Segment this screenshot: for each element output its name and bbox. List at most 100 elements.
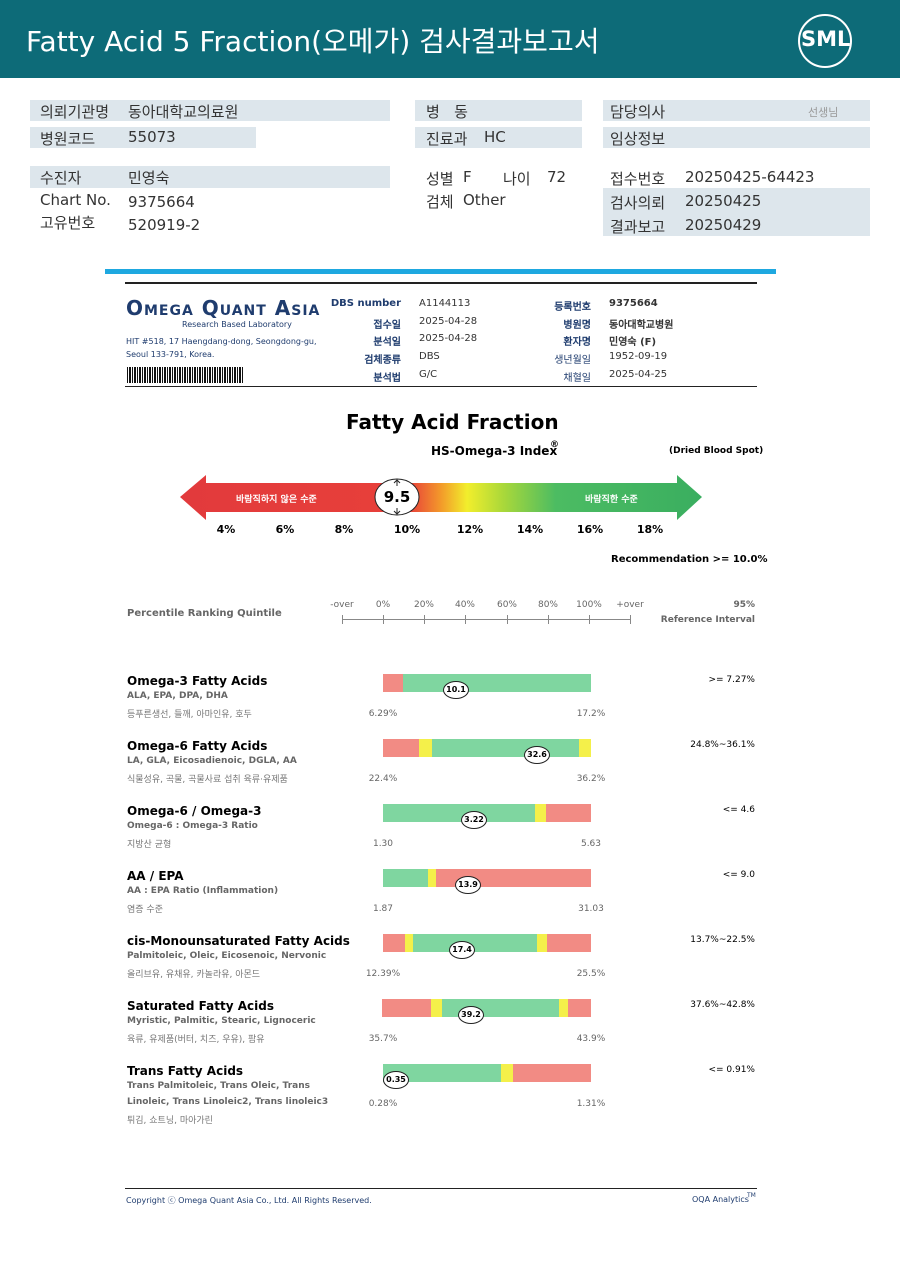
footer-tm: TM bbox=[747, 1192, 756, 1199]
range-min: 12.39% bbox=[365, 969, 401, 979]
bar bbox=[383, 1064, 591, 1082]
row-subtitle: ALA, EPA, DPA, DHA bbox=[127, 691, 228, 701]
row-note: 식물성유, 곡물, 곡물사료 섭취 육류·유제품 bbox=[127, 775, 288, 785]
label: 검사의뢰 bbox=[610, 194, 666, 212]
range-min: 1.30 bbox=[372, 839, 394, 849]
suffix: 선생님 bbox=[808, 106, 839, 119]
value: 20250425 bbox=[685, 192, 762, 210]
bar-segment bbox=[383, 804, 535, 822]
field-label: 등록번호 bbox=[554, 302, 591, 313]
range-min: 0.28% bbox=[368, 1099, 398, 1109]
marker: 39.2 bbox=[458, 1006, 484, 1024]
low-label: 바람직하지 않은 수준 bbox=[236, 495, 317, 505]
reference: <= 9.0 bbox=[722, 870, 755, 880]
bar-segment bbox=[513, 1064, 591, 1082]
footer-brand: OQA Analytics bbox=[692, 1195, 749, 1204]
row-note: 올리브유, 유채유, 카놀라유, 아몬드 bbox=[127, 970, 261, 980]
bar-segment bbox=[413, 934, 537, 952]
value-arrows bbox=[393, 479, 401, 515]
bar bbox=[383, 934, 591, 952]
bar bbox=[383, 739, 591, 757]
divider bbox=[125, 282, 757, 284]
label: 결과보고 bbox=[610, 218, 666, 236]
row-subtitle: Palmitoleic, Oleic, Eicosenoic, Nervonic bbox=[127, 951, 327, 961]
bar-segment bbox=[501, 1064, 513, 1082]
label: 고유번호 bbox=[40, 214, 96, 232]
logo: SML bbox=[801, 27, 851, 51]
field-label: 접수일 bbox=[373, 320, 401, 331]
bar-segment bbox=[382, 999, 431, 1017]
scale-tick bbox=[465, 615, 466, 624]
row-name: Saturated Fatty Acids bbox=[127, 999, 274, 1013]
index-value: 9.5 bbox=[383, 488, 411, 506]
row-note: 등푸른생선, 들깨, 아마인유, 호두 bbox=[127, 710, 252, 720]
scale-arrow bbox=[180, 475, 702, 520]
recommendation: Recommendation >= 10.0% bbox=[611, 554, 768, 565]
box bbox=[603, 100, 870, 121]
label: 임상정보 bbox=[610, 130, 666, 148]
label: 검체 bbox=[426, 193, 454, 211]
value: F bbox=[463, 168, 472, 186]
field-value: 동아대학교병원 bbox=[609, 320, 674, 331]
label: 나이 bbox=[503, 170, 531, 188]
scale-label: 60% bbox=[496, 600, 517, 610]
marker: 32.6 bbox=[524, 746, 550, 764]
field-label: 채혈일 bbox=[563, 373, 591, 384]
bar bbox=[383, 804, 591, 822]
field-value: 민영숙 (F) bbox=[609, 337, 657, 348]
scale-tick bbox=[383, 615, 384, 624]
scale-tick bbox=[342, 615, 343, 624]
reference: <= 4.6 bbox=[722, 805, 755, 815]
bar-segment bbox=[537, 934, 547, 952]
interval-label: 95% bbox=[733, 600, 755, 610]
value: 72 bbox=[547, 168, 567, 186]
row-note: 염증 수준 bbox=[127, 905, 163, 915]
scale-line bbox=[342, 619, 631, 620]
row-note: 육류, 유제품(버터, 치즈, 우유), 팜유 bbox=[127, 1035, 265, 1045]
lab-tagline: Research Based Laboratory bbox=[182, 320, 292, 329]
value: HC bbox=[484, 128, 506, 146]
box bbox=[415, 127, 582, 148]
reference: 37.6%~42.8% bbox=[690, 1000, 755, 1010]
range-max: 5.63 bbox=[580, 839, 602, 849]
box bbox=[603, 188, 870, 236]
bar-segment bbox=[559, 999, 568, 1017]
value: Other bbox=[463, 191, 506, 209]
range-min: 6.29% bbox=[368, 709, 398, 719]
marker: 10.1 bbox=[443, 681, 469, 699]
row-subtitle: Linoleic, Trans Linoleic2, Trans linolei… bbox=[127, 1097, 329, 1107]
row-subtitle: Omega-6 : Omega-3 Ratio bbox=[127, 821, 258, 831]
address: HIT #518, 17 Haengdang-dong, Seongdong-g… bbox=[126, 337, 317, 346]
range-max: 31.03 bbox=[578, 904, 604, 914]
index-title: Fatty Acid Fraction bbox=[346, 410, 559, 434]
field-label: 환자명 bbox=[563, 337, 591, 348]
tick-label: 12% bbox=[456, 523, 484, 536]
bar-segment bbox=[428, 869, 436, 887]
field-value: 1952-09-19 bbox=[609, 351, 668, 362]
bar-segment bbox=[383, 869, 428, 887]
scale-tick bbox=[507, 615, 508, 624]
label: 진료과 bbox=[426, 130, 468, 148]
range-min: 1.87 bbox=[372, 904, 394, 914]
row-note: 지방산 균형 bbox=[127, 840, 172, 850]
index-mark: ® bbox=[550, 440, 559, 450]
bar-segment bbox=[535, 804, 546, 822]
index-specimen: (Dried Blood Spot) bbox=[669, 446, 764, 456]
value: 520919-2 bbox=[128, 216, 201, 234]
bar-segment bbox=[403, 674, 591, 692]
field-label: 검체종류 bbox=[364, 355, 401, 366]
row-note: 튀김, 쇼트닝, 마아가린 bbox=[127, 1116, 213, 1126]
label: 병원코드 bbox=[40, 130, 96, 148]
bar-segment bbox=[432, 739, 579, 757]
index-name: HS-Omega-3 Index bbox=[431, 444, 558, 458]
bar-segment bbox=[547, 934, 591, 952]
scale-tick bbox=[589, 615, 590, 624]
scale-label: +over bbox=[616, 600, 644, 610]
scale-tick bbox=[424, 615, 425, 624]
bar-segment bbox=[383, 674, 403, 692]
label: 성별 bbox=[426, 170, 454, 188]
scale-label: 20% bbox=[413, 600, 434, 610]
reference: <= 0.91% bbox=[708, 1065, 755, 1075]
row-name: AA / EPA bbox=[127, 869, 184, 883]
tick-label: 16% bbox=[576, 523, 604, 536]
